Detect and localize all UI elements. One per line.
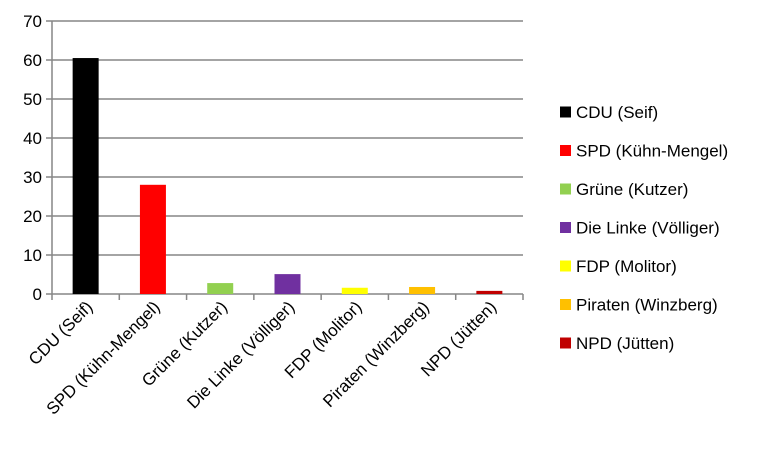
- legend-label: Die Linke (Völliger): [576, 219, 720, 238]
- bar-3: [207, 283, 234, 294]
- bar-4: [274, 274, 301, 294]
- y-tick-label: 0: [33, 285, 42, 304]
- y-tick-label: 20: [23, 207, 42, 226]
- bar-7: [476, 290, 503, 294]
- legend-swatch: [560, 106, 571, 118]
- legend-label: FDP (Molitor): [576, 257, 677, 276]
- x-tick-label: SPD (Kühn-Mengel): [43, 297, 164, 418]
- legend-label: Grüne (Kutzer): [576, 180, 688, 199]
- legend-swatch: [560, 337, 571, 349]
- y-tick-label: 30: [23, 168, 42, 187]
- legend-label: SPD (Kühn-Mengel): [576, 142, 728, 161]
- legend-label: NPD (Jütten): [576, 334, 674, 353]
- legend-swatch: [560, 299, 571, 310]
- y-tick-label: 10: [23, 246, 42, 265]
- y-tick-labels: 0 10 20 30 40 50 60 70: [23, 12, 42, 304]
- legend-swatch: [560, 222, 571, 233]
- bar-2: [139, 184, 166, 294]
- legend-swatch: [560, 260, 571, 272]
- y-tick-label: 50: [23, 90, 42, 109]
- x-tick-label: CDU (Seif): [25, 297, 97, 369]
- y-tick-label: 60: [23, 51, 42, 70]
- gridlines: [52, 20, 523, 256]
- legend: CDU (Seif) SPD (Kühn-Mengel) Grüne (Kutzer…: [560, 103, 728, 353]
- legend-label: Piraten (Winzberg): [576, 296, 718, 315]
- x-tick-labels: CDU (Seif)SPD (Kühn-Mengel)Grüne (Kutzer…: [25, 297, 500, 418]
- y-tick-label: 40: [23, 129, 42, 148]
- y-tick-label: 70: [23, 12, 42, 31]
- legend-swatch: [560, 183, 571, 195]
- bar-1: [72, 58, 99, 294]
- bar-5: [341, 287, 368, 294]
- axes: [46, 20, 524, 300]
- legend-label: CDU (Seif): [576, 103, 658, 122]
- legend-swatch: [560, 145, 571, 156]
- bars: [72, 58, 503, 294]
- bar-6: [409, 286, 436, 294]
